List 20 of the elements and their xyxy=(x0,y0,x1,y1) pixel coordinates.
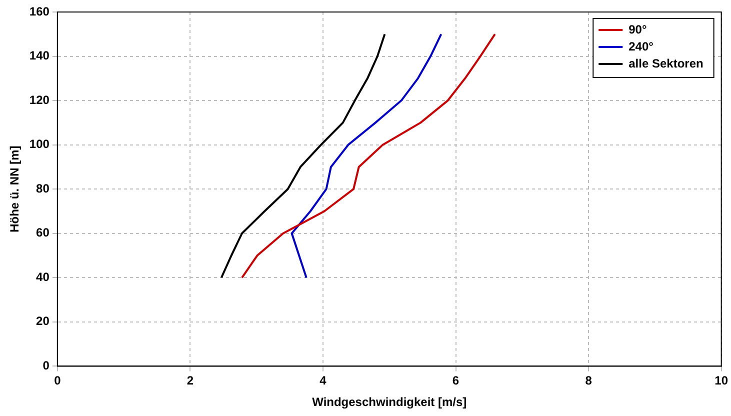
y-tick-label: 40 xyxy=(36,270,50,284)
x-tick-label: 6 xyxy=(452,374,460,388)
legend-label: alle Sektoren xyxy=(628,56,704,70)
y-tick-label: 20 xyxy=(36,314,50,328)
y-tick-label: 60 xyxy=(36,226,50,240)
x-tick-label: 8 xyxy=(585,374,592,388)
y-tick-label: 140 xyxy=(29,48,50,63)
y-tick-label: 80 xyxy=(36,181,50,196)
x-tick-label: 4 xyxy=(320,374,327,388)
y-tick-label: 100 xyxy=(29,137,50,152)
legend-label: 240° xyxy=(628,39,654,54)
y-tick-label: 160 xyxy=(29,4,50,18)
y-tick-label: 0 xyxy=(42,358,50,373)
y-tick-label: 120 xyxy=(29,92,50,107)
x-tick-label: 2 xyxy=(186,374,194,388)
legend-label: 90° xyxy=(628,22,647,36)
x-axis-title: Windgeschwindigkeit [m/s] xyxy=(312,395,467,410)
x-tick-label: 0 xyxy=(54,374,62,388)
y-axis-title: Höhe ü. NN [m] xyxy=(8,146,22,232)
x-tick-label: 10 xyxy=(714,374,728,388)
